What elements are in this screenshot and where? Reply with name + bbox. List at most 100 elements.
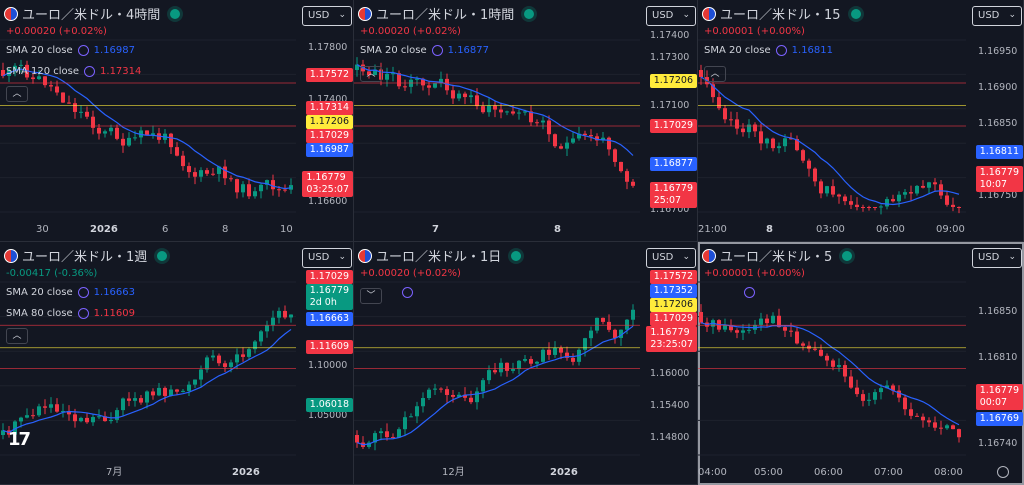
- indicator-sma-80[interactable]: SMA 80 close 1.11609: [6, 308, 136, 319]
- indicator-visibility[interactable]: [402, 287, 413, 298]
- chart-panel-1h[interactable]: ユーロ／米ドル・1時間 +0.00020 (+0.02%) SMA 20 clo…: [354, 0, 698, 242]
- price-plot[interactable]: [0, 0, 354, 242]
- symbol-header[interactable]: ユーロ／米ドル・1時間: [358, 4, 535, 23]
- candle-body: [619, 161, 623, 172]
- candle-body: [517, 360, 521, 370]
- price-plot[interactable]: [698, 0, 1024, 242]
- indicator-sma-20[interactable]: SMA 20 close 1.16987: [6, 45, 136, 56]
- currency-select[interactable]: USD ⌄: [972, 6, 1022, 26]
- candle-body: [813, 348, 817, 350]
- price-plot[interactable]: [354, 242, 698, 485]
- price-plot[interactable]: [354, 0, 698, 242]
- candle-body: [699, 312, 703, 323]
- y-tick: 1.14800: [650, 432, 690, 443]
- tradingview-logo-icon[interactable]: 17: [8, 429, 31, 450]
- gear-icon[interactable]: [997, 466, 1009, 478]
- symbol-header[interactable]: ユーロ／米ドル・5: [702, 246, 853, 265]
- candle-body: [717, 97, 721, 109]
- candle-body: [103, 131, 107, 134]
- indicator-sma-120[interactable]: SMA 120 close 1.17314: [6, 66, 142, 77]
- candle-body: [37, 76, 41, 80]
- symbol-title: ユーロ／米ドル・4時間: [22, 8, 161, 23]
- collapse-indicators-button[interactable]: ︿: [6, 86, 28, 102]
- candle-body: [133, 137, 137, 139]
- symbol-header[interactable]: ユーロ／米ドル・1日: [358, 246, 522, 265]
- sma-line: [2, 68, 292, 190]
- x-tick: 7月: [106, 467, 123, 478]
- chart-panel-15m[interactable]: ユーロ／米ドル・15 +0.00001 (+0.00%) SMA 20 clos…: [698, 0, 1024, 242]
- collapse-indicators-button[interactable]: ︿: [360, 66, 382, 82]
- candle-body: [807, 345, 811, 349]
- candle-body: [711, 84, 715, 98]
- candle-body: [97, 127, 101, 134]
- candle-body: [199, 170, 203, 177]
- indicator-visibility-icon[interactable]: [744, 287, 755, 298]
- expand-indicators-button[interactable]: ﹀: [360, 288, 382, 304]
- price-plot[interactable]: [698, 242, 1024, 485]
- currency-select[interactable]: USD ⌄: [302, 248, 352, 268]
- x-tick: 30: [36, 224, 49, 235]
- candle-body: [181, 390, 185, 392]
- currency-select[interactable]: USD ⌄: [302, 6, 352, 26]
- candle-body: [187, 384, 191, 391]
- candle-body: [825, 355, 829, 361]
- symbol-header[interactable]: ユーロ／米ドル・15: [702, 4, 861, 23]
- candle-body: [741, 128, 745, 133]
- y-tick: 1.17400: [650, 30, 690, 41]
- chevron-down-icon: ⌄: [682, 252, 690, 262]
- candle-body: [67, 102, 71, 104]
- candle-body: [43, 76, 47, 86]
- indicator-visibility-icon[interactable]: [402, 287, 413, 298]
- candle-body: [475, 391, 479, 403]
- indicator-visibility-icon[interactable]: [775, 45, 787, 56]
- candle-body: [19, 417, 23, 422]
- candle-body: [903, 192, 907, 195]
- candle-body: [85, 417, 89, 423]
- chart-panel-5m[interactable]: ユーロ／米ドル・5 +0.00001 (+0.00%) USD ⌄ 1.16850…: [698, 242, 1024, 485]
- chevron-down-icon: ⌄: [338, 252, 346, 262]
- indicator-visibility-icon[interactable]: [77, 45, 89, 56]
- chart-panel-1w[interactable]: ユーロ／米ドル・1週 -0.00417 (-0.36%) SMA 20 clos…: [0, 242, 354, 485]
- candle-body: [175, 389, 179, 392]
- indicator-visibility-icon[interactable]: [431, 45, 443, 56]
- candle-body: [457, 93, 461, 99]
- indicator-sma-20[interactable]: SMA 20 close 1.16663: [6, 287, 136, 298]
- price-tag: 1.17352: [649, 284, 697, 298]
- currency-select[interactable]: USD ⌄: [646, 248, 696, 268]
- indicator-sma-20[interactable]: SMA 20 close 1.16877: [360, 45, 490, 56]
- x-tick: 8: [554, 224, 561, 235]
- price-change: +0.00020 (+0.02%): [360, 26, 461, 37]
- candle-body: [595, 136, 599, 141]
- collapse-indicators-button[interactable]: ︿: [704, 66, 726, 82]
- chart-panel-1d[interactable]: ユーロ／米ドル・1日 +0.00020 (+0.02%) ﹀ USD ⌄ 1.16…: [354, 242, 698, 485]
- candle-body: [897, 390, 901, 398]
- indicator-visibility-icon[interactable]: [84, 66, 96, 77]
- price-tag: 1.17029: [649, 119, 697, 133]
- candle-body: [945, 195, 949, 205]
- indicator-visibility-icon[interactable]: [77, 308, 89, 319]
- candle-body: [807, 160, 811, 169]
- chart-panel-4h[interactable]: ユーロ／米ドル・4時間 +0.00020 (+0.02%) SMA 20 clo…: [0, 0, 354, 242]
- candle-body: [187, 166, 191, 173]
- candle-body: [103, 416, 107, 422]
- candle-body: [619, 329, 623, 338]
- candle-body: [97, 416, 101, 418]
- indicator-visibility-icon[interactable]: [77, 287, 89, 298]
- candle-body: [181, 155, 185, 167]
- indicator-visibility[interactable]: [744, 287, 755, 298]
- candle-body: [253, 341, 257, 350]
- symbol-header[interactable]: ユーロ／米ドル・1週: [4, 246, 168, 265]
- y-tick: 1.16740: [978, 438, 1018, 449]
- candle-body: [927, 182, 931, 188]
- candle-body: [109, 419, 113, 422]
- candle-body: [921, 416, 925, 421]
- symbol-header[interactable]: ユーロ／米ドル・4時間: [4, 4, 181, 23]
- indicator-sma-20[interactable]: SMA 20 close 1.16811: [704, 45, 834, 56]
- currency-select[interactable]: USD ⌄: [646, 6, 696, 26]
- price-tag: 1.16877: [649, 157, 697, 171]
- price-tag: 1.17029: [305, 270, 353, 284]
- currency-select[interactable]: USD ⌄: [972, 248, 1022, 268]
- x-tick: 2026: [232, 467, 260, 478]
- price-plot[interactable]: [0, 242, 354, 485]
- collapse-indicators-button[interactable]: ︿: [6, 328, 28, 344]
